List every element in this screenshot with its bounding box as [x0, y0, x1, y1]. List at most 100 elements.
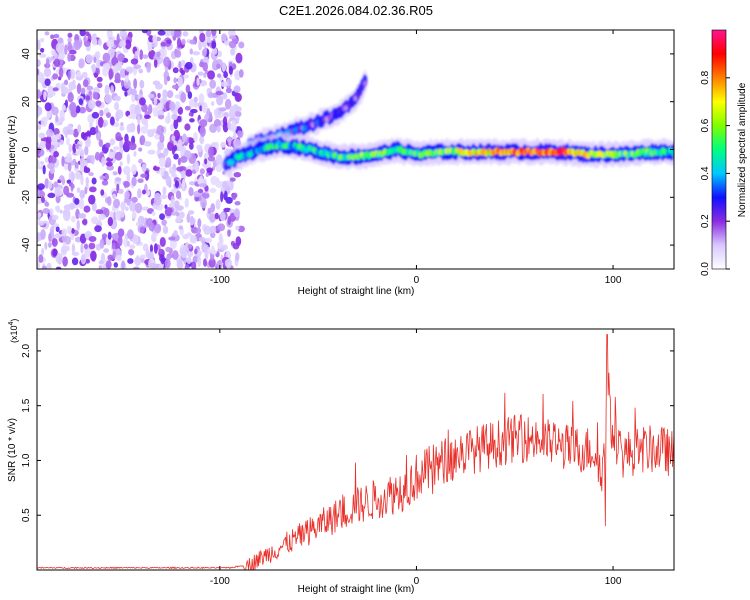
- ridge-branch-core: [339, 109, 344, 116]
- noise-blob: [217, 223, 226, 232]
- ridge-branch-core: [362, 80, 367, 87]
- noise-blob: [55, 252, 63, 264]
- noise-blob: [55, 266, 62, 269]
- noise-blob: [187, 210, 195, 215]
- noise-blob: [209, 187, 217, 194]
- noise-blob: [37, 142, 40, 148]
- ridge-main-core: [671, 150, 674, 157]
- noise-blob: [208, 258, 216, 268]
- noise-blob: [176, 37, 182, 49]
- noise-blob: [158, 157, 166, 168]
- spectrogram-x-tick-label: 0: [414, 275, 420, 286]
- noise-blob: [47, 192, 56, 199]
- noise-blob: [222, 92, 228, 100]
- noise-blob: [187, 243, 193, 250]
- noise-blob: [179, 247, 187, 256]
- noise-blob: [145, 248, 150, 258]
- noise-blob: [38, 254, 44, 263]
- noise-blob: [197, 71, 204, 76]
- noise-blob: [154, 83, 163, 90]
- noise-blob: [184, 61, 193, 70]
- noise-blob: [201, 192, 210, 199]
- noise-blob: [196, 144, 203, 153]
- noise-blob: [40, 37, 45, 43]
- noise-blob: [40, 47, 45, 53]
- noise-blob: [85, 95, 91, 101]
- noise-blob: [139, 79, 145, 89]
- noise-blob: [139, 254, 147, 259]
- noise-blob: [210, 231, 216, 239]
- noise-blob: [143, 114, 151, 119]
- noise-blob: [176, 205, 184, 211]
- noise-blob: [67, 52, 72, 62]
- noise-blob: [88, 194, 96, 205]
- noise-blob: [66, 225, 72, 233]
- noise-blob: [205, 36, 212, 43]
- noise-blob: [174, 180, 180, 188]
- noise-blob: [126, 240, 130, 247]
- noise-blob: [210, 101, 215, 107]
- noise-blob: [63, 185, 70, 196]
- noise-blob: [215, 141, 219, 151]
- noise-blob: [94, 225, 102, 233]
- noise-blob: [83, 165, 88, 171]
- noise-blob: [184, 264, 190, 269]
- noise-blob: [133, 64, 142, 70]
- noise-blob: [105, 260, 112, 269]
- noise-blob: [71, 243, 75, 254]
- noise-blob: [233, 130, 237, 140]
- noise-blob: [37, 232, 41, 243]
- noise-blob: [175, 101, 181, 109]
- noise-blob: [79, 30, 86, 37]
- noise-blob: [184, 123, 191, 131]
- noise-blob: [37, 159, 41, 169]
- colorbar-ticks: 0.0 0.2 0.4 0.6 0.8: [700, 70, 730, 276]
- noise-blob: [208, 111, 213, 121]
- colorbar-label: Normalized spectral amplitude: [737, 82, 748, 217]
- noise-blob: [149, 244, 154, 253]
- noise-blob: [197, 177, 203, 186]
- noise-blob: [91, 177, 97, 185]
- noise-blob: [37, 260, 41, 269]
- noise-blob: [203, 225, 212, 235]
- noise-blob: [180, 69, 186, 76]
- noise-blob: [204, 237, 213, 243]
- noise-blob: [53, 128, 60, 136]
- noise-blob: [127, 229, 134, 240]
- noise-blob: [168, 236, 176, 241]
- noise-blob: [109, 116, 115, 126]
- noise-blob: [46, 58, 50, 68]
- noise-blob: [167, 112, 171, 123]
- noise-blob: [97, 219, 102, 227]
- noise-blob: [104, 84, 110, 96]
- noise-blob: [78, 198, 85, 210]
- noise-blob: [112, 64, 119, 74]
- noise-blob: [88, 242, 96, 250]
- noise-blob: [159, 49, 166, 59]
- noise-blob: [66, 192, 75, 198]
- noise-blob: [171, 135, 176, 142]
- noise-blob: [63, 79, 69, 86]
- noise-blob: [234, 92, 242, 102]
- spectrogram-x-ticks: -100 0 100: [210, 30, 622, 286]
- noise-blob: [95, 209, 104, 215]
- noise-blob: [101, 179, 109, 186]
- noise-blob: [103, 248, 110, 253]
- noise-blob: [80, 243, 84, 254]
- snr-x-axis-label: Height of straight line (km): [298, 584, 415, 595]
- noise-blob: [233, 38, 239, 44]
- noise-blob: [208, 146, 214, 158]
- colorbar-tick-label: 0.8: [700, 70, 711, 84]
- noise-blob: [176, 166, 184, 172]
- noise-blob: [207, 92, 214, 99]
- noise-blob: [172, 67, 179, 74]
- noise-blob: [194, 161, 199, 172]
- noise-blob: [173, 153, 179, 160]
- noise-blob: [219, 211, 226, 222]
- noise-blob: [127, 258, 134, 264]
- noise-blob: [205, 172, 209, 177]
- noise-blob: [74, 197, 80, 205]
- noise-blob: [213, 119, 221, 128]
- noise-blob: [148, 35, 154, 43]
- noise-blob: [185, 169, 193, 177]
